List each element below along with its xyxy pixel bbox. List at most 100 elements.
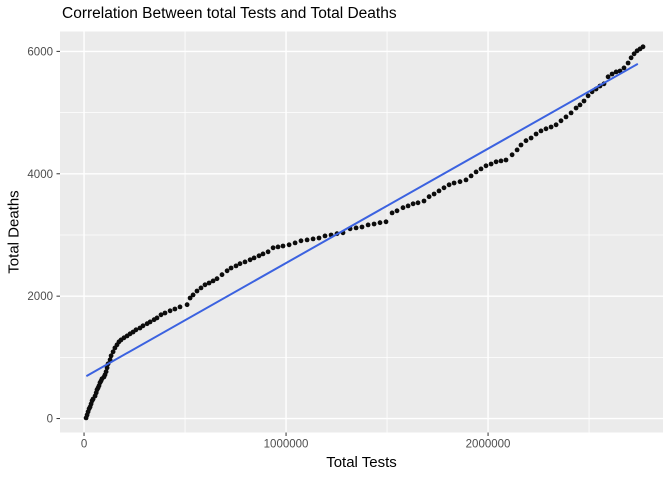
- data-point: [400, 205, 406, 211]
- data-point: [110, 349, 116, 355]
- y-tick-label: 2000: [27, 291, 53, 303]
- data-point: [446, 182, 452, 188]
- data-point: [543, 126, 549, 132]
- y-axis-title: Total Deaths: [5, 190, 23, 274]
- data-point: [483, 163, 489, 169]
- data-point: [631, 51, 637, 57]
- data-point: [286, 242, 292, 248]
- data-point: [198, 285, 204, 291]
- data-point: [147, 319, 153, 325]
- x-tick-label: 2000000: [466, 439, 511, 451]
- data-point: [224, 268, 230, 274]
- data-point: [242, 259, 248, 265]
- trend-line: [86, 63, 639, 377]
- data-point: [251, 255, 257, 261]
- data-point: [104, 365, 110, 371]
- data-point: [322, 233, 328, 239]
- data-point: [140, 323, 146, 329]
- data-point: [558, 118, 564, 124]
- data-point: [162, 310, 168, 316]
- axis-tick-marks: [56, 50, 489, 436]
- data-point: [298, 238, 304, 244]
- y-tick-label: 6000: [27, 46, 53, 58]
- data-point: [275, 244, 281, 250]
- data-point: [523, 138, 529, 144]
- data-point: [573, 105, 579, 111]
- data-point: [548, 124, 554, 130]
- data-point: [509, 152, 515, 158]
- data-point: [260, 251, 266, 257]
- x-tick-label: 0: [81, 439, 87, 451]
- data-point: [421, 198, 427, 204]
- data-point: [473, 169, 479, 175]
- data-point: [394, 208, 400, 214]
- data-point: [405, 203, 411, 209]
- data-point: [228, 265, 234, 271]
- data-point: [365, 222, 371, 228]
- data-point: [436, 188, 442, 194]
- data-point: [498, 158, 504, 164]
- x-tick-labels: 0 1000000 2000000: [81, 439, 511, 451]
- y-tick-labels: 0 2000 4000 6000: [27, 46, 53, 425]
- data-point: [206, 280, 212, 286]
- minor-gridlines: [60, 31, 663, 433]
- data-point: [410, 201, 416, 207]
- data-point: [478, 166, 484, 172]
- data-point: [154, 315, 160, 321]
- data-point: [280, 243, 286, 249]
- data-point: [210, 278, 216, 284]
- data-point: [628, 55, 634, 61]
- data-point: [568, 110, 574, 116]
- data-point: [247, 257, 253, 263]
- data-point: [528, 135, 534, 141]
- data-point: [625, 60, 631, 66]
- data-point: [304, 237, 310, 243]
- data-point: [415, 200, 421, 206]
- data-point: [577, 102, 583, 108]
- data-point: [383, 219, 389, 225]
- data-point: [359, 224, 365, 230]
- data-point: [202, 282, 208, 288]
- data-point: [172, 306, 178, 312]
- data-point: [609, 71, 615, 77]
- data-point: [503, 157, 509, 163]
- data-point: [177, 304, 183, 310]
- data-point: [292, 240, 298, 246]
- y-tick-label: 0: [47, 414, 53, 426]
- data-point: [103, 369, 109, 375]
- data-point: [256, 253, 262, 259]
- x-axis-title: Total Tests: [326, 454, 397, 471]
- data-point: [514, 147, 520, 153]
- data-point: [265, 249, 271, 255]
- data-point: [613, 69, 619, 75]
- data-point: [237, 261, 243, 267]
- data-point: [538, 128, 544, 134]
- data-point: [426, 194, 432, 200]
- data-point: [194, 288, 200, 294]
- data-point: [214, 276, 220, 282]
- plot-panel-background: [60, 31, 663, 433]
- data-point: [270, 245, 276, 251]
- data-point: [377, 220, 383, 226]
- data-point: [158, 312, 164, 318]
- data-point: [371, 221, 377, 227]
- chart-title: Correlation Between total Tests and Tota…: [62, 5, 397, 22]
- data-point: [585, 93, 591, 99]
- x-tick-label: 1000000: [264, 439, 309, 451]
- data-point: [233, 263, 239, 269]
- data-point: [310, 236, 316, 242]
- data-point: [441, 185, 447, 191]
- data-point: [190, 292, 196, 298]
- data-point: [108, 353, 114, 359]
- data-point: [353, 225, 359, 231]
- data-point: [463, 177, 469, 183]
- data-point: [533, 131, 539, 137]
- data-point: [563, 114, 569, 120]
- data-point: [167, 308, 173, 314]
- data-point: [640, 44, 646, 50]
- major-gridlines: [60, 31, 663, 433]
- data-point: [431, 191, 437, 197]
- data-point: [184, 302, 190, 308]
- data-point: [316, 235, 322, 241]
